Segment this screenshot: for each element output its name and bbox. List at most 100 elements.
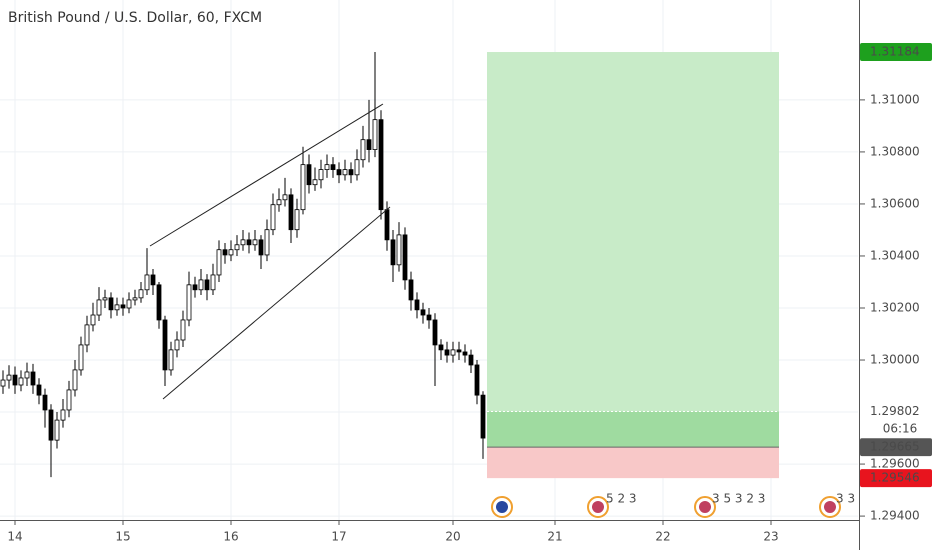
x-tick-label: 20 xyxy=(445,530,460,544)
flag-icon xyxy=(592,501,604,513)
open-pnl-zone xyxy=(487,411,779,448)
stop-tag-bg xyxy=(860,469,932,488)
candle-body xyxy=(168,349,174,371)
candle-body xyxy=(342,169,348,176)
target-tag: 1.31184 xyxy=(870,45,920,59)
profit-zone xyxy=(487,52,779,412)
candle-body xyxy=(390,239,396,266)
candle-body xyxy=(282,194,288,201)
candle-body xyxy=(138,289,144,299)
candle-body xyxy=(312,179,318,186)
candle-body xyxy=(216,249,222,276)
candle-body xyxy=(48,409,54,441)
candle-body xyxy=(330,164,336,171)
candle-body xyxy=(480,394,486,439)
candle-body xyxy=(204,279,210,291)
candle-body xyxy=(348,169,354,176)
candle-body xyxy=(54,419,60,441)
x-tick-label: 23 xyxy=(763,530,778,544)
candle-body xyxy=(372,119,378,150)
candle-body xyxy=(276,199,282,206)
x-tick-label: 14 xyxy=(7,530,22,544)
candle-body xyxy=(174,339,180,351)
candle-body xyxy=(432,319,438,346)
candle-body xyxy=(156,284,162,321)
x-tick-label: 17 xyxy=(331,530,346,544)
candle-body xyxy=(336,169,342,176)
candle-body xyxy=(162,319,168,371)
candle-body xyxy=(468,354,474,366)
candle-body xyxy=(414,299,420,311)
candle-body xyxy=(108,297,114,311)
candle-body xyxy=(300,164,306,211)
x-tick-label: 21 xyxy=(547,530,562,544)
candle-body xyxy=(438,344,444,351)
candle-body xyxy=(132,297,138,301)
trend-line[interactable] xyxy=(149,103,384,247)
y-tick-label: 1.30000 xyxy=(870,353,920,367)
axes: 1.294001.296001.298001.300001.302001.304… xyxy=(7,43,932,544)
flag-icon xyxy=(496,501,508,513)
trend-line[interactable] xyxy=(162,206,391,400)
event-markers[interactable]: 5 2 3 3 5 3 2 3 3 3 xyxy=(491,492,855,518)
x-tick-label: 22 xyxy=(655,530,670,544)
loss-zone xyxy=(487,447,779,479)
candle-body xyxy=(402,234,408,281)
flag-icon xyxy=(699,501,711,513)
candle-body xyxy=(252,239,258,246)
candle-body xyxy=(90,314,96,326)
candle-body xyxy=(462,351,468,356)
candle-body xyxy=(456,349,462,353)
candle-body xyxy=(234,244,240,251)
y-tick-label: 1.30800 xyxy=(870,144,920,158)
y-tick-label: 1.30200 xyxy=(870,300,920,314)
last-price-tag: 1.29665 xyxy=(870,440,920,454)
candle-body xyxy=(18,377,24,386)
flag-icon xyxy=(824,501,836,513)
candle-body xyxy=(450,349,456,356)
candle-body xyxy=(396,234,402,266)
chart-title: British Pound / U.S. Dollar, 60, FXCM xyxy=(8,10,262,26)
candle-body xyxy=(444,349,450,356)
candle-body xyxy=(12,374,18,386)
last-price-tag-bg xyxy=(860,438,932,457)
candle-body xyxy=(354,159,360,176)
candle-body xyxy=(186,284,192,321)
candle-body xyxy=(36,384,42,396)
candle-body xyxy=(318,169,324,181)
candle-body xyxy=(102,297,108,301)
candle-body xyxy=(78,344,84,371)
candle-body xyxy=(30,371,36,386)
candle-body xyxy=(240,239,246,246)
candle-body xyxy=(270,204,276,231)
candle-body xyxy=(360,139,366,161)
position-tool[interactable] xyxy=(487,52,779,479)
countdown-bg xyxy=(860,420,932,439)
candle-body xyxy=(288,194,294,231)
candle-body xyxy=(24,371,30,379)
candle-body xyxy=(42,394,48,411)
candle-body xyxy=(144,274,150,291)
candle-body xyxy=(210,274,216,291)
candle-body xyxy=(408,279,414,301)
candle-body xyxy=(306,164,312,186)
x-tick-label: 16 xyxy=(223,530,238,544)
candle-body xyxy=(0,379,6,387)
candle-body xyxy=(222,249,228,256)
event-count: 3 3 xyxy=(836,492,855,506)
candle-body xyxy=(96,299,102,316)
candle-body xyxy=(126,299,132,309)
candle-body xyxy=(198,279,204,291)
candle-body xyxy=(324,164,330,171)
candle-body xyxy=(366,139,372,150)
candles xyxy=(0,52,486,478)
candle-body xyxy=(474,364,480,396)
y-tick-label: 1.30400 xyxy=(870,248,920,262)
candle-body xyxy=(84,324,90,346)
candle-body xyxy=(384,209,390,241)
candle-body xyxy=(150,274,156,286)
candle-body xyxy=(420,309,426,316)
candle-body xyxy=(114,304,120,311)
